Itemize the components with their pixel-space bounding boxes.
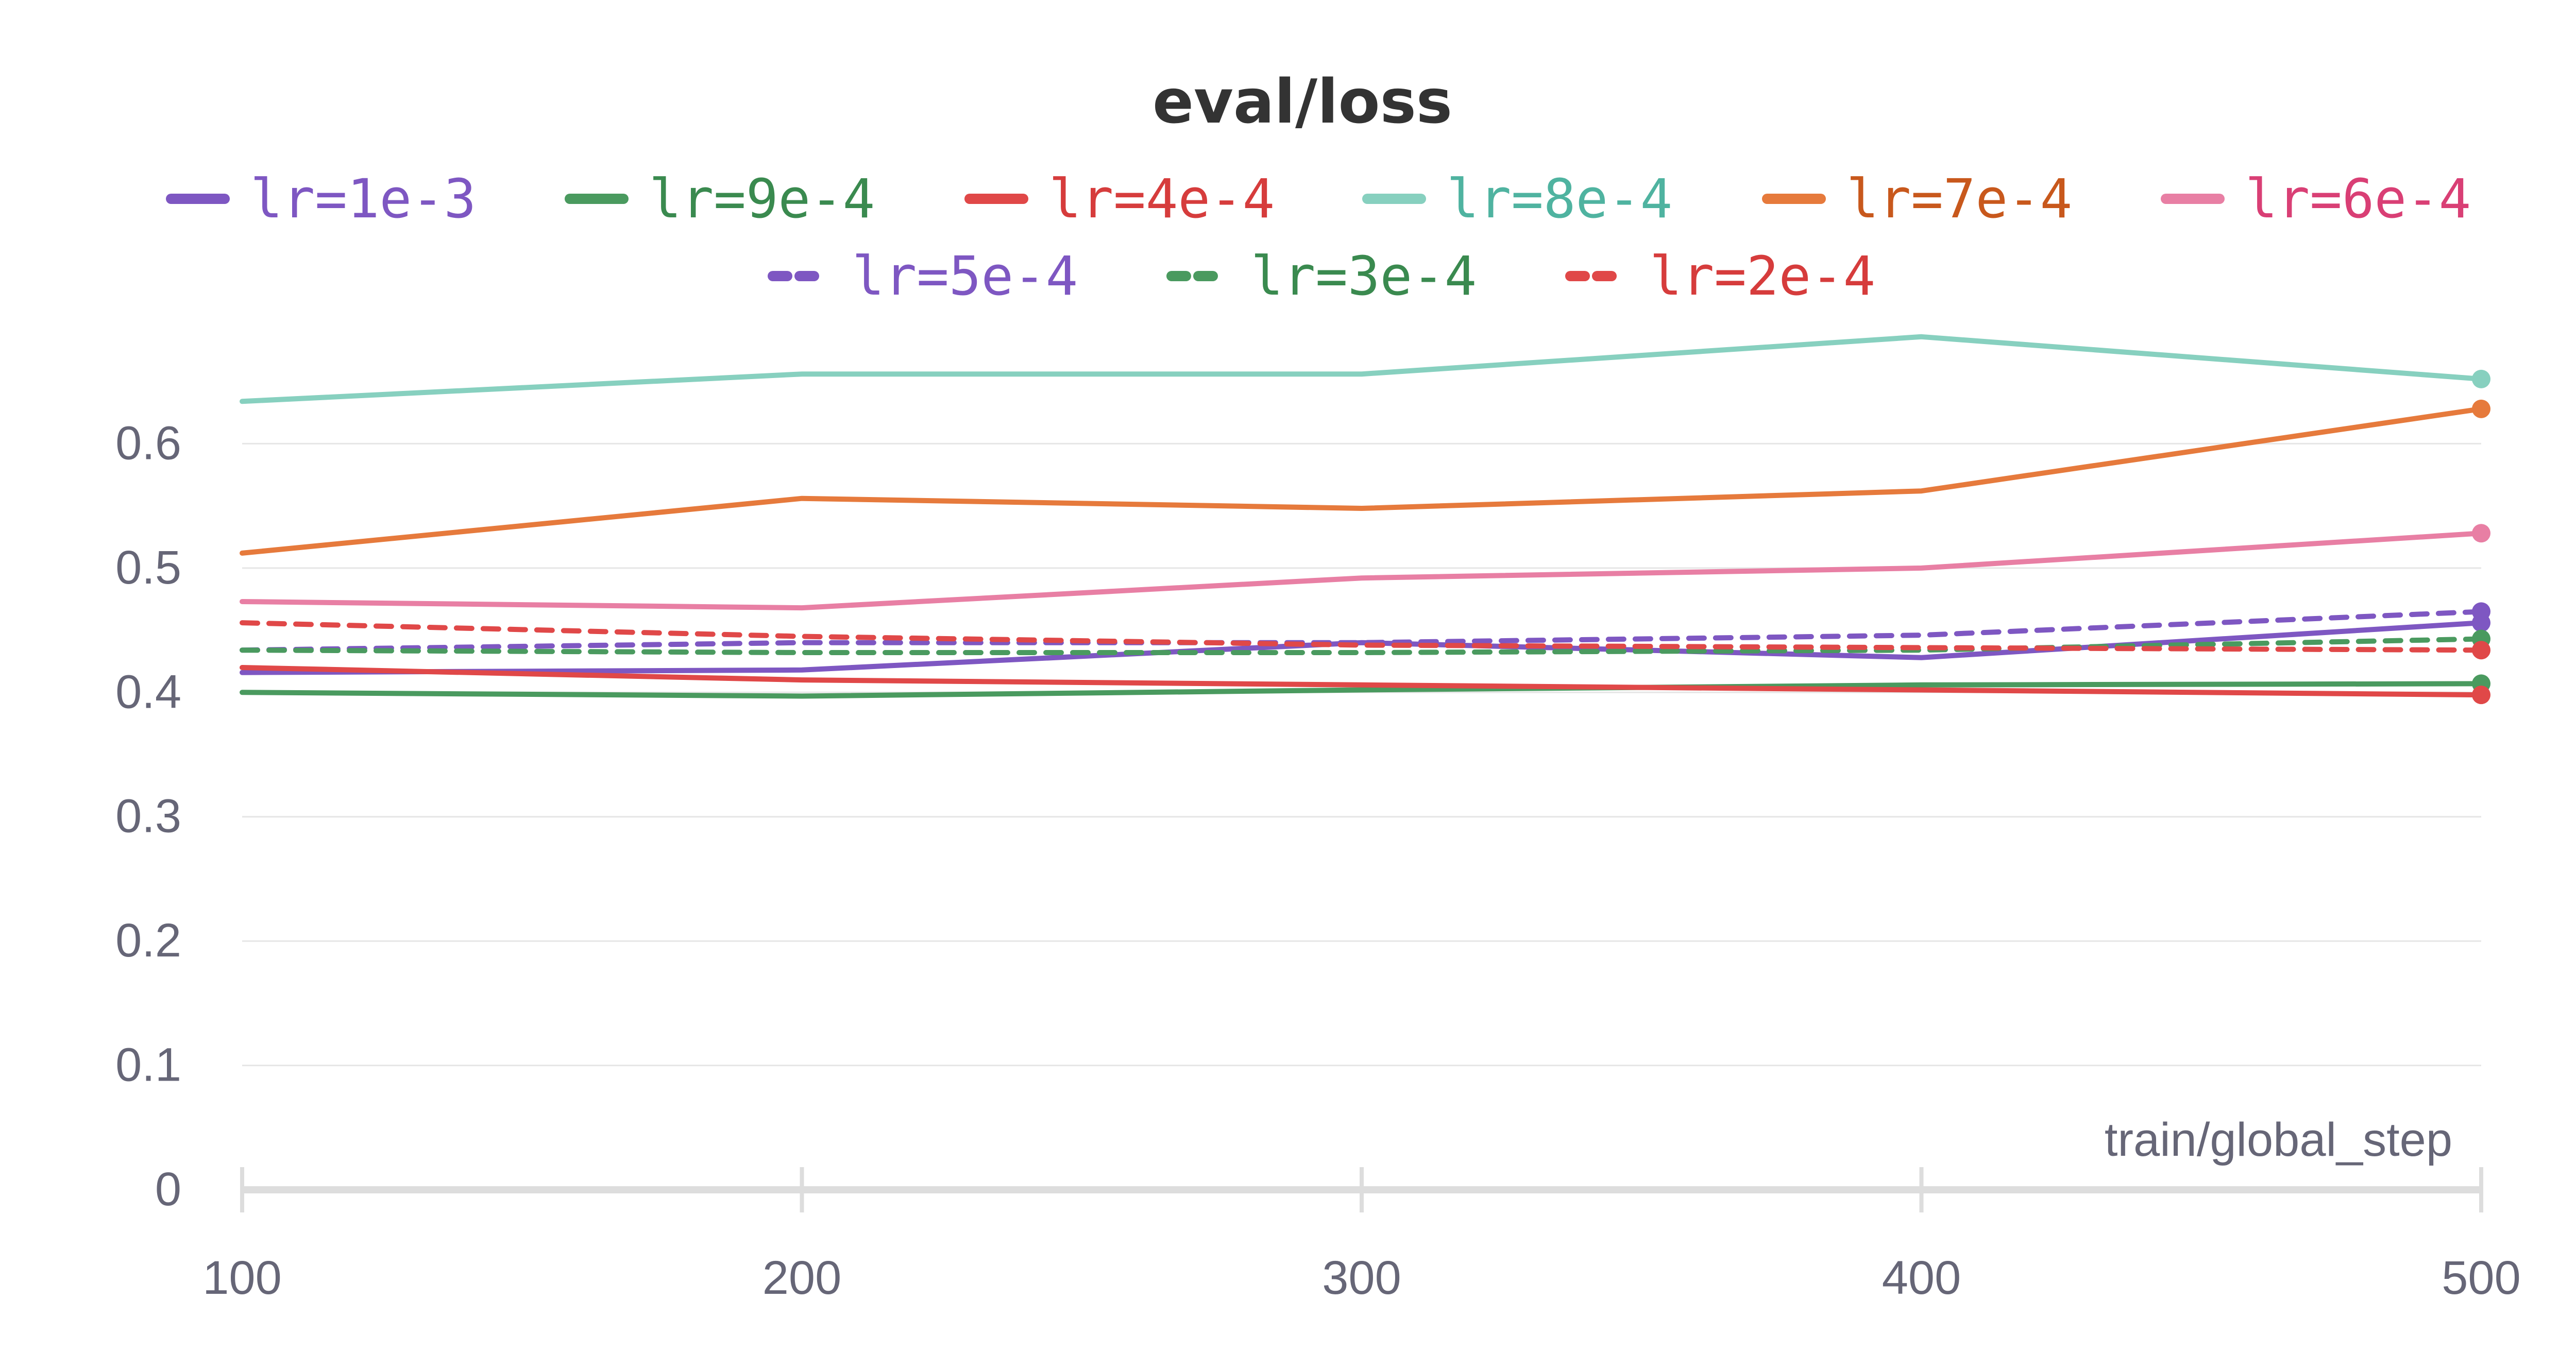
series-line-lr=9e-4: [240, 681, 2484, 699]
x-tick-label: 300: [1322, 1252, 1401, 1304]
legend-item-lr=7e-4: lr=7e-4: [1762, 167, 2072, 230]
legend-label: lr=3e-4: [1251, 245, 1477, 307]
legend-label: lr=7e-4: [1846, 167, 2072, 230]
x-tick-label: 400: [1882, 1252, 1961, 1304]
x-tick-label: 100: [202, 1252, 282, 1304]
series-line-lr=5e-4: [240, 609, 2484, 653]
x-axis-title: train/global_step: [2105, 1114, 2452, 1166]
legend: lr=1e-3 lr=9e-4 lr=4e-4 lr=8e-4 lr=7e-4 lr=6e…: [166, 167, 2471, 307]
legend-item-lr=6e-4: lr=6e-4: [2161, 167, 2471, 230]
series-line-lr=3e-4: [240, 636, 2484, 655]
series-line-lr=7e-4: [240, 406, 2484, 556]
legend-label: lr=9e-4: [649, 167, 875, 230]
series-line-lr=2e-4: [240, 620, 2484, 653]
grid: [242, 442, 2481, 1067]
y-tick-label: 0: [155, 1163, 181, 1216]
series-end-point-lr=8e-4: [2472, 369, 2490, 388]
y-axis: 0 0.1 0.2 0.3 0.4 0.5 0.6: [115, 417, 181, 1216]
legend-item-lr=2e-4: lr=2e-4: [1565, 245, 1875, 307]
legend-label: lr=8e-4: [1447, 167, 1672, 230]
chart-title: eval/loss: [1153, 66, 1452, 137]
legend-label: lr=4e-4: [1049, 167, 1275, 230]
y-tick-label: 0.6: [115, 417, 181, 469]
legend-label: lr=1e-3: [250, 167, 476, 230]
legend-label: lr=5e-4: [852, 245, 1078, 307]
y-tick-label: 0.5: [115, 541, 181, 594]
series-end-point-lr=6e-4: [2472, 524, 2490, 543]
legend-item-lr=3e-4: lr=3e-4: [1166, 245, 1477, 307]
x-tick-label: 500: [2442, 1252, 2521, 1304]
legend-item-lr=4e-4: lr=4e-4: [964, 167, 1275, 230]
legend-item-lr=8e-4: lr=8e-4: [1362, 167, 1672, 230]
y-tick-label: 0.2: [115, 914, 181, 967]
y-tick-label: 0.4: [115, 665, 181, 718]
series-end-point-lr=4e-4: [2472, 686, 2490, 705]
series-end-points: [2472, 369, 2490, 705]
series-end-point-lr=5e-4: [2472, 602, 2490, 621]
legend-item-lr=1e-3: lr=1e-3: [166, 167, 476, 230]
series-line-lr=4e-4: [240, 665, 2484, 698]
legend-item-lr=9e-4: lr=9e-4: [565, 167, 875, 230]
y-tick-label: 0.3: [115, 790, 181, 843]
legend-item-lr=5e-4: lr=5e-4: [768, 245, 1078, 307]
legend-label: lr=6e-4: [2245, 167, 2471, 230]
legend-label: lr=2e-4: [1650, 245, 1875, 307]
x-axis: 100 200 300 400 500: [202, 1167, 2521, 1304]
series-lines: [240, 334, 2484, 699]
series-end-point-lr=7e-4: [2472, 399, 2490, 418]
series-line-lr=8e-4: [240, 334, 2484, 404]
x-tick-label: 200: [762, 1252, 842, 1304]
series-line-lr=6e-4: [240, 531, 2484, 611]
y-tick-label: 0.1: [115, 1039, 181, 1091]
series-end-point-lr=2e-4: [2472, 641, 2490, 660]
